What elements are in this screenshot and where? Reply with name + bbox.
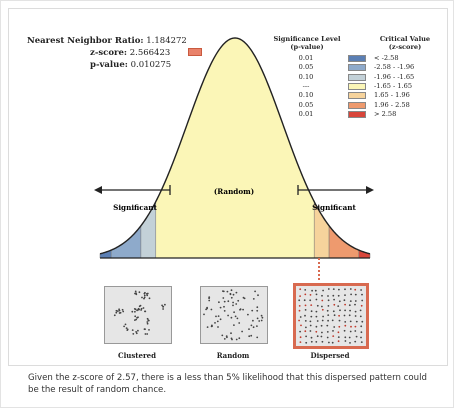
legend-p-value: 0.05 [298,63,314,72]
clustered-label: Clustered [118,351,156,360]
legend-color-swatch [348,92,366,100]
right-arrow [297,185,374,195]
z-score-label: z-score: [90,48,128,58]
legend-z-range: < -2.58 [374,54,399,62]
legend-z-range: -2.58 - -1.96 [374,63,415,72]
legend-p-value: 0.01 [298,109,314,118]
z-score-swatch [188,48,202,56]
legend-z-range: > 2.58 [374,109,397,118]
result-caption: Given the z-score of 2.57, there is a le… [28,373,427,395]
nnr-value: 1.184272 [146,36,187,46]
legend-color-swatch [348,101,366,109]
legend-p-value: 0.05 [298,100,314,109]
legend-color-swatch [348,73,366,81]
critical-value-header: Critical Value (z-score) [379,35,431,51]
z-score-value: 2.566423 [129,48,171,58]
sig-level-header: Significance Level (p-value) [273,35,341,51]
legend-p-value: 0.01 [298,54,314,62]
left-significant-label: Significant [113,203,157,212]
p-value-value: 0.010275 [130,60,172,70]
legend-color-swatch [348,110,366,118]
curve-outline [99,37,371,255]
legend-p-value: --- [302,81,310,90]
legend-color-swatch [348,82,366,90]
legend-z-range: 1.65 - 1.96 [374,91,410,100]
legend-p-value: 0.10 [298,72,314,81]
random-pattern-thumbnail [200,286,268,344]
nnr-label: Nearest Neighbor Ratio: [27,36,144,46]
p-value-label: p-value: [90,60,128,70]
legend-p-value: 0.10 [298,91,314,100]
left-arrow [94,185,171,195]
random-pattern-label: Random [216,351,250,360]
legend-z-range: -1.96 - -1.65 [374,72,415,81]
legend-z-range: -1.65 - 1.65 [374,81,413,90]
dispersed-pattern-thumbnail [293,283,369,349]
clustered-pattern-thumbnail [104,286,172,344]
random-label: (Random) [214,187,254,196]
legend-color-swatch [348,55,366,62]
legend-color-swatch [348,64,366,72]
dispersed-label: Dispersed [310,351,350,360]
legend-z-range: 1.96 - 2.58 [374,100,410,109]
right-significant-label: Significant [312,203,356,212]
